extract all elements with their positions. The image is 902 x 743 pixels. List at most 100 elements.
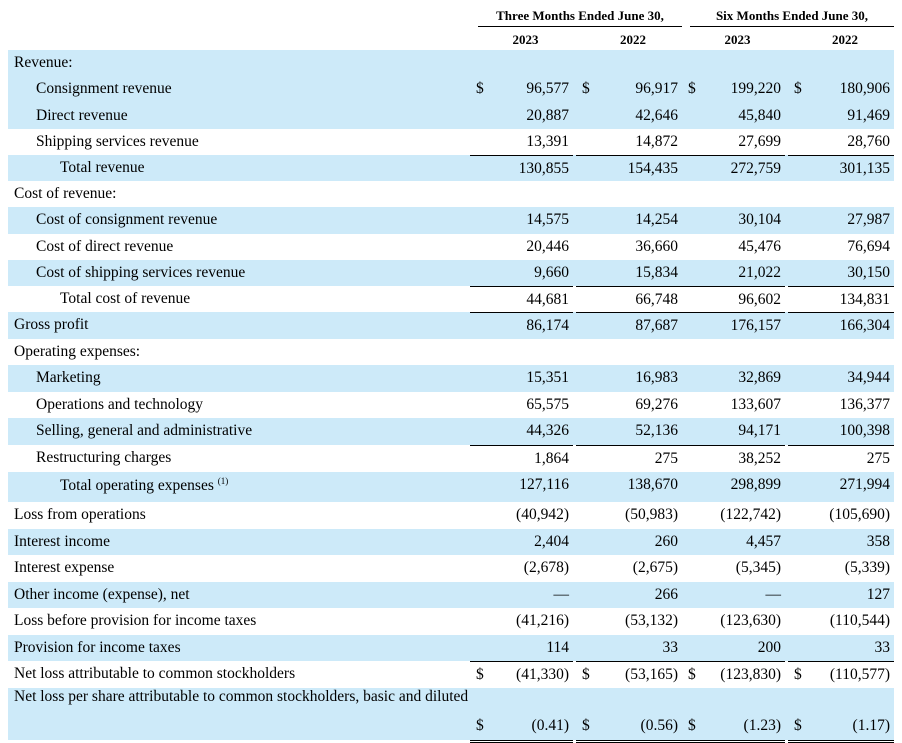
cell-value: 275 xyxy=(654,450,678,467)
cell-value: 20,446 xyxy=(526,238,569,255)
cell-value: 38,252 xyxy=(738,450,781,467)
row-label: Provision for income taxes xyxy=(14,639,181,656)
table-row: Cost of shipping services revenue 9,660 15… xyxy=(8,260,894,286)
value-cell: 36,660 xyxy=(576,234,682,260)
cell-value: 130,855 xyxy=(518,160,569,177)
cell-value: 65,575 xyxy=(526,396,569,413)
cell-value: 166,304 xyxy=(839,317,890,334)
cell-value: 69,276 xyxy=(635,396,678,413)
cell-value: 176,157 xyxy=(730,317,781,334)
dollar-sign: $ xyxy=(794,717,802,734)
value-cell: (105,690) xyxy=(788,502,894,529)
row-label: Loss from operations xyxy=(14,506,146,523)
value-cell: 1,864 xyxy=(470,445,573,473)
value-cell: 176,157 xyxy=(682,312,785,340)
cell-value: (1.17) xyxy=(852,717,890,734)
table-row: Total cost of revenue 44,681 66,748 96,602 1… xyxy=(8,286,894,312)
cell-value: — xyxy=(553,586,570,603)
value-cell: $199,220 xyxy=(682,76,785,103)
value-cell: 100,398 xyxy=(788,418,894,445)
cell-value: 133,607 xyxy=(730,396,781,413)
value-cell: 138,670 xyxy=(576,472,682,502)
cell-value: 96,577 xyxy=(526,80,569,97)
row-label: Cost of revenue: xyxy=(14,185,117,202)
value-cell: (2,678) xyxy=(470,555,573,582)
cell-value: 14,575 xyxy=(526,211,569,228)
cell-value: 76,694 xyxy=(847,238,890,255)
cell-value: 138,670 xyxy=(627,476,678,493)
value-cell: (5,345) xyxy=(682,555,785,582)
value-cell: 130,855 xyxy=(470,155,573,182)
cell-value: 4,457 xyxy=(746,533,781,550)
header-year-h-2022: 2022 xyxy=(832,32,858,47)
value-cell: 127 xyxy=(788,582,894,608)
value-cell: — xyxy=(682,582,785,608)
table-row: Cost of revenue: xyxy=(8,181,894,207)
dollar-sign: $ xyxy=(476,666,484,683)
table-row: Operations and technology 65,575 69,276 133… xyxy=(8,392,894,418)
cell-value: 100,398 xyxy=(839,422,890,439)
value-cell: — xyxy=(470,582,573,608)
cell-value: (41,330) xyxy=(516,666,569,683)
dollar-sign: $ xyxy=(794,666,802,683)
row-label: Gross profit xyxy=(14,316,89,333)
cell-value: 260 xyxy=(654,533,678,550)
cell-value: 96,917 xyxy=(635,80,678,97)
value-cell: 15,351 xyxy=(470,365,573,392)
value-cell xyxy=(788,181,894,207)
cell-value: (110,544) xyxy=(829,612,890,629)
value-cell: 96,602 xyxy=(682,286,785,313)
cell-value: 44,326 xyxy=(526,422,569,439)
cell-value: 21,022 xyxy=(738,264,781,281)
value-cell: 52,136 xyxy=(576,418,682,445)
row-label: Shipping services revenue xyxy=(36,133,199,150)
value-cell xyxy=(788,339,894,365)
cell-value: (2,675) xyxy=(632,559,678,576)
value-cell: $ (41,330) xyxy=(470,661,573,689)
cell-value: 272,759 xyxy=(730,160,781,177)
value-cell: $ (0.41) xyxy=(470,688,573,743)
dollar-sign: $ xyxy=(476,717,484,734)
cell-value: 114 xyxy=(546,639,569,656)
value-cell xyxy=(682,339,785,365)
value-cell: 14,872 xyxy=(576,129,682,155)
cell-value: 45,840 xyxy=(738,107,781,124)
cell-value: 14,254 xyxy=(635,211,678,228)
footnote-marker: (1) xyxy=(217,476,229,486)
cell-value: 2,404 xyxy=(534,533,569,550)
cell-value: 180,906 xyxy=(839,80,890,97)
value-cell: 134,831 xyxy=(788,286,894,313)
value-cell: 14,575 xyxy=(470,207,573,234)
row-label: Interest expense xyxy=(14,559,115,576)
value-cell: $ (0.56) xyxy=(576,688,682,743)
value-cell: $ (1.23) xyxy=(682,688,785,743)
value-cell: 4,457 xyxy=(682,529,785,555)
table-row: Marketing 15,351 16,983 32,869 34,944 xyxy=(8,365,894,392)
cell-value: (0.56) xyxy=(640,717,678,734)
cell-value: 134,831 xyxy=(839,291,890,308)
cell-value: (122,742) xyxy=(720,506,781,523)
table-row: Shipping services revenue 13,391 14,872 27,… xyxy=(8,129,894,155)
row-label: Other income (expense), net xyxy=(14,586,190,603)
table-row: Loss from operations (40,942) (50,983) (122… xyxy=(8,502,894,529)
row-label: Operations and technology xyxy=(36,396,204,413)
dollar-sign: $ xyxy=(688,80,696,97)
value-cell: 114 xyxy=(470,635,573,661)
value-cell xyxy=(682,181,785,207)
cell-value: 358 xyxy=(866,533,890,550)
value-cell: 91,469 xyxy=(788,103,894,129)
value-cell: 20,446 xyxy=(470,234,573,260)
table-row: Provision for income taxes 114 33 200 33 xyxy=(8,635,894,661)
row-label: Revenue: xyxy=(14,54,73,71)
cell-value: 96,602 xyxy=(738,291,781,308)
cell-value: (123,830) xyxy=(720,666,781,683)
value-cell: 275 xyxy=(576,445,682,473)
value-cell: 271,994 xyxy=(788,472,894,502)
row-label: Interest income xyxy=(14,533,110,550)
value-cell: 154,435 xyxy=(576,155,682,182)
dollar-sign: $ xyxy=(476,80,484,97)
value-cell: 30,104 xyxy=(682,207,785,234)
cell-value: (110,577) xyxy=(829,666,890,683)
cell-value: (5,339) xyxy=(844,559,890,576)
table-row: Interest expense (2,678) (2,675) (5,345) (5,… xyxy=(8,555,894,582)
